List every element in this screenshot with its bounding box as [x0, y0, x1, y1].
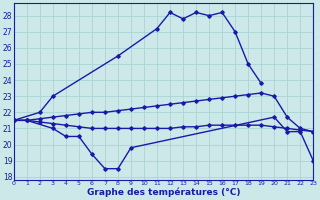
- X-axis label: Graphe des températures (°C): Graphe des températures (°C): [87, 188, 240, 197]
